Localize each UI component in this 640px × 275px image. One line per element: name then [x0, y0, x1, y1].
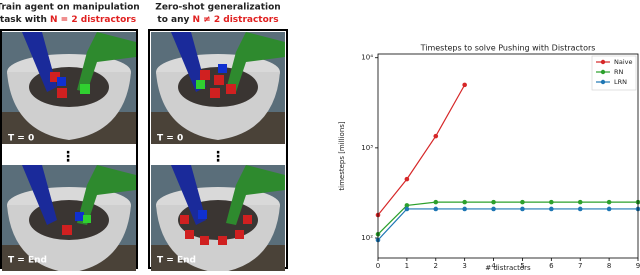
x-tick-label: 1: [405, 262, 409, 270]
x-tick-label: 8: [607, 262, 611, 270]
data-point: [577, 199, 583, 205]
data-point: [462, 82, 467, 88]
data-point: [404, 206, 410, 212]
frame-label: T = 0: [8, 134, 34, 144]
heading-highlight: N = 2 distractors: [50, 15, 136, 25]
heading-part: to any: [157, 15, 192, 25]
plot-frame: [377, 53, 639, 259]
ellipsis: ⋮: [61, 149, 75, 165]
x-tick-label: 7: [578, 262, 582, 270]
panel: Zero-shot generalization to any N ≠ 2 di…: [148, 3, 288, 275]
series-line: [377, 208, 638, 241]
y-tick-label: 10⁴: [361, 54, 373, 62]
x-tick-label: 0: [376, 262, 380, 270]
data-point: [404, 176, 410, 182]
x-axis-label: # distractors: [485, 264, 531, 271]
panel-heading: Train agent on manipulation: [0, 3, 140, 13]
chart: Timesteps to solve Pushing with Distract…: [338, 44, 640, 272]
frame-label: T = 0: [157, 134, 183, 144]
legend-label: RN: [614, 68, 624, 76]
y-tick-label: 10²: [361, 234, 373, 242]
panel-heading: task with N = 2 distractors: [0, 15, 136, 25]
frame-label: T = End: [157, 256, 196, 266]
frame-label: T = End: [8, 256, 47, 266]
x-tick-label: 6: [549, 262, 554, 270]
x-tick-label: 2: [434, 262, 438, 270]
data-point: [549, 206, 554, 212]
heading-highlight: N ≠ 2 distractors: [193, 15, 279, 25]
legend-marker: [600, 79, 606, 85]
legend-marker: [600, 69, 606, 75]
x-tick-label: 5: [520, 262, 524, 270]
ellipsis: ⋮: [211, 149, 225, 165]
y-tick-label: 10³: [361, 144, 373, 152]
heading-part: task with: [0, 15, 50, 25]
data-point: [433, 133, 439, 139]
series-line: [377, 84, 466, 216]
data-point: [606, 199, 612, 205]
data-point: [433, 199, 439, 205]
chart-title: Timesteps to solve Pushing with Distract…: [420, 44, 596, 53]
scene-image: [2, 32, 136, 144]
panel-heading: to any N ≠ 2 distractors: [157, 15, 278, 25]
data-point: [433, 206, 439, 212]
data-point: [491, 206, 496, 212]
legend-label: LRN: [614, 78, 627, 86]
x-tick-label: 3: [462, 262, 466, 270]
data-point: [404, 203, 410, 208]
data-point: [606, 206, 612, 212]
series-line: [377, 201, 638, 235]
data-point: [549, 199, 554, 205]
data-point: [462, 199, 467, 205]
data-point: [462, 206, 467, 212]
data-point: [520, 206, 525, 212]
x-tick-label: 9: [636, 262, 640, 270]
data-point: [491, 199, 496, 205]
panel-heading: Zero-shot generalization: [155, 3, 280, 13]
y-axis-label: timesteps [millions]: [338, 121, 346, 191]
legend-marker: [600, 59, 606, 65]
x-tick-label: 4: [491, 262, 496, 270]
panel: Train agent on manipulation task with N …: [0, 3, 140, 275]
data-point: [520, 199, 525, 205]
legend-label: Naive: [614, 58, 633, 66]
data-point: [577, 206, 583, 212]
